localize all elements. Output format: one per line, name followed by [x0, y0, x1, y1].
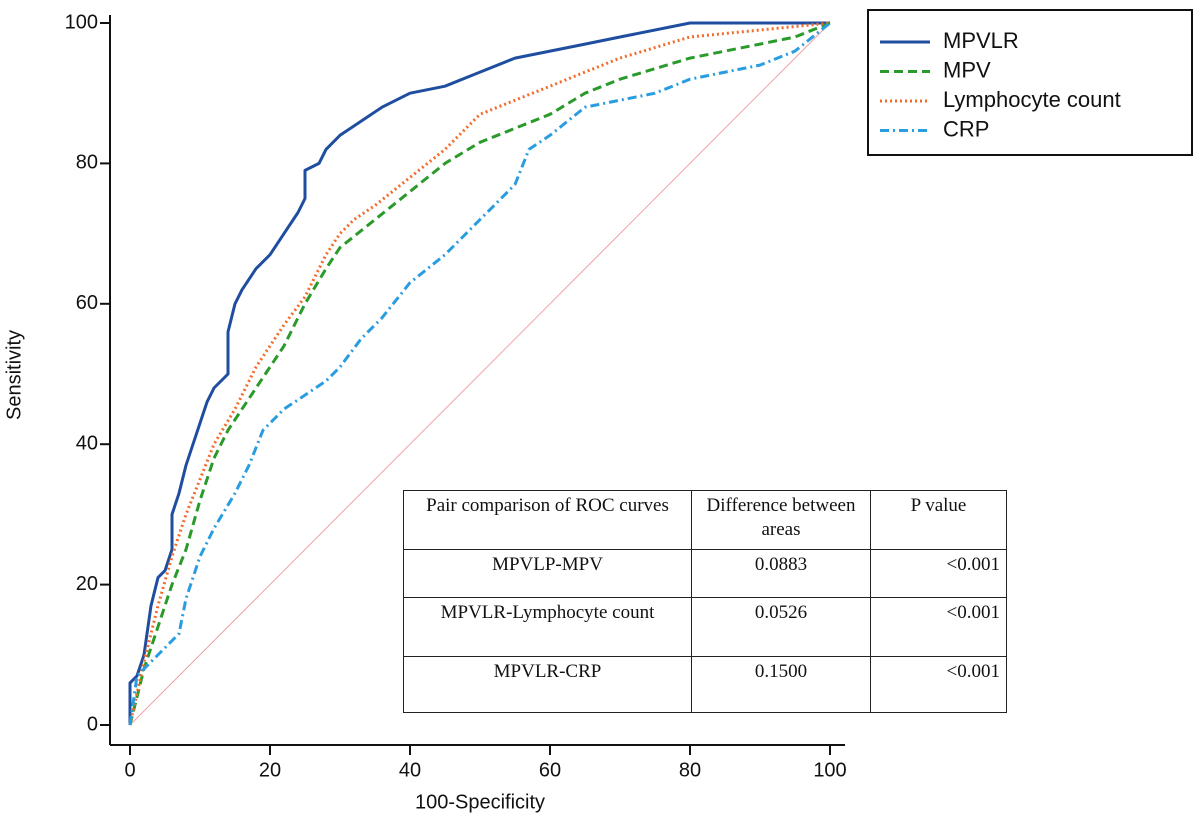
table-row: MPVLR-CRP 0.1500 <0.001	[403, 656, 1007, 713]
table-cell: 0.1500	[691, 656, 871, 713]
x-tick-label: 60	[539, 759, 561, 781]
x-tick-label: 0	[124, 759, 135, 781]
reference-line	[129, 22, 831, 726]
table-header: Pair comparison of ROC curves Difference…	[403, 490, 1007, 550]
table-cell: <0.001	[870, 597, 1007, 657]
x-tick-label: 80	[679, 759, 701, 781]
table-header-cell: Difference between areas	[691, 490, 871, 550]
table-cell: <0.001	[870, 656, 1007, 713]
y-axis-title: Sensitivity	[3, 330, 25, 420]
x-tick-label: 40	[399, 759, 421, 781]
table-cell: 0.0883	[691, 549, 871, 598]
roc-curve	[128, 21, 831, 726]
table-row: MPVLR-Lymphocyte count 0.0526 <0.001	[403, 597, 1007, 657]
y-tick-label: 40	[76, 432, 98, 454]
y-tick-label: 60	[76, 292, 98, 314]
y-tick-label: 100	[65, 11, 98, 33]
table-cell: MPVLR-CRP	[403, 656, 692, 713]
legend-label: Lymphocyte count	[943, 87, 1121, 112]
table-header-cell: Pair comparison of ROC curves	[403, 490, 692, 550]
table-cell: MPVLP-MPV	[403, 549, 692, 598]
table-header-cell: P value	[870, 490, 1007, 550]
comparison-table: Pair comparison of ROC curves Difference…	[403, 490, 1007, 713]
roc-curve	[128, 21, 831, 726]
x-tick-label: 100	[813, 759, 846, 781]
legend-label: MPV	[943, 57, 991, 82]
x-axis-title: 100-Specificity	[415, 791, 545, 813]
table-row: MPVLP-MPV 0.0883 <0.001	[403, 549, 1007, 598]
table-cell: 0.0526	[691, 597, 871, 657]
table-cell: <0.001	[870, 549, 1007, 598]
roc-curve	[128, 21, 831, 726]
table-cell: MPVLR-Lymphocyte count	[403, 597, 692, 657]
roc-curve	[128, 21, 830, 725]
y-tick-label: 80	[76, 152, 98, 174]
y-tick-label: 0	[87, 713, 98, 735]
legend: MPVLR MPV Lymphocyte count CRP	[867, 9, 1193, 156]
x-tick-label: 20	[259, 759, 281, 781]
legend-box	[867, 9, 1193, 156]
y-tick-label: 20	[76, 573, 98, 595]
legend-label: CRP	[943, 116, 989, 141]
legend-label: MPVLR	[943, 28, 1019, 53]
